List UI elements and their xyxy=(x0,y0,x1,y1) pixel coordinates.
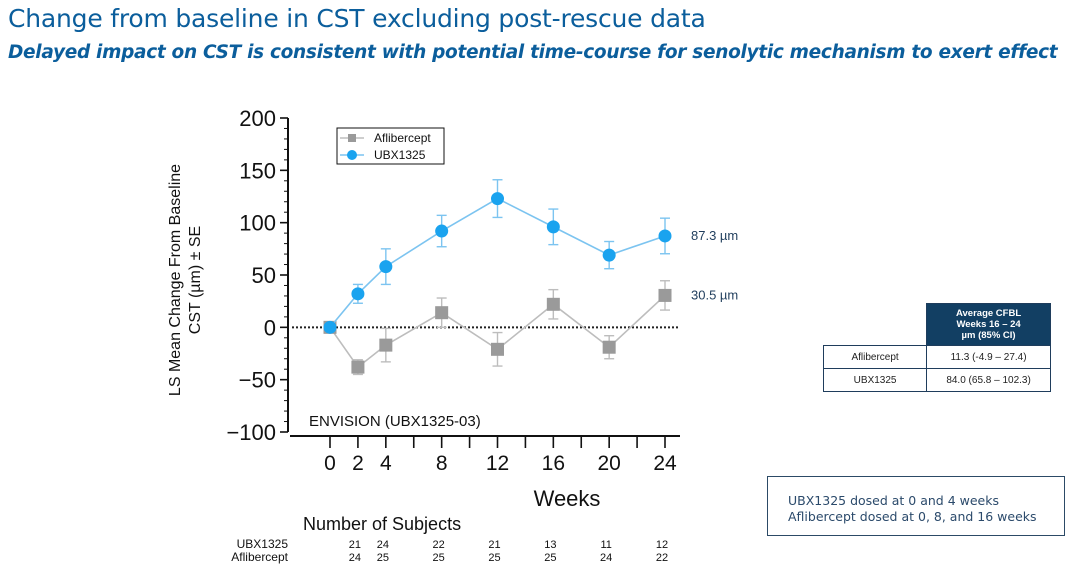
subjects-count: 21 xyxy=(488,539,500,551)
x-tick-label: 24 xyxy=(653,452,677,475)
subjects-count: 21 xyxy=(349,539,361,551)
data-point xyxy=(435,306,449,320)
end-label-ubx1325: 87.3 µm xyxy=(691,228,738,243)
subjects-count: 25 xyxy=(544,552,556,564)
table-row: Aflibercept 11.3 (-4.9 – 27.4) xyxy=(822,345,1051,369)
subjects-count: 24 xyxy=(600,552,612,564)
end-label-aflibercept: 30.5 µm xyxy=(691,287,738,302)
subjects-count: 22 xyxy=(656,552,668,564)
x-tick-label: 16 xyxy=(542,452,565,475)
cfbl-table: Average CFBL Weeks 16 – 24 µm (85% CI) A… xyxy=(822,303,1051,392)
cfbl-row-value: 11.3 (-4.9 – 27.4) xyxy=(926,345,1051,369)
y-axis-label: LS Mean Change From Baseline xyxy=(167,164,184,396)
cfbl-row-name: Aflibercept xyxy=(822,345,928,369)
data-point xyxy=(546,297,560,311)
x-tick-label: 12 xyxy=(486,452,509,475)
data-point xyxy=(602,340,616,354)
subjects-count: 22 xyxy=(433,539,445,551)
y-tick-label: 0 xyxy=(264,315,276,340)
page-subtitle: Delayed impact on CST is consistent with… xyxy=(8,42,1058,63)
subjects-count: 11 xyxy=(600,539,611,551)
subjects-count: 25 xyxy=(433,552,445,564)
subjects-count: 24 xyxy=(349,552,361,564)
data-point xyxy=(323,320,337,334)
table-row: UBX1325 84.0 (65.8 – 102.3) xyxy=(822,368,1051,392)
data-point xyxy=(546,220,560,234)
subjects-count: 12 xyxy=(656,539,668,551)
legend-marker-ubx1325 xyxy=(347,150,357,160)
data-point xyxy=(491,192,504,206)
x-tick-label: 20 xyxy=(597,452,620,475)
data-point xyxy=(379,338,393,352)
cfbl-row-value: 84.0 (65.8 – 102.3) xyxy=(926,368,1051,392)
data-point xyxy=(435,224,449,238)
y-tick-label: −50 xyxy=(239,368,276,393)
cfbl-header-line-3: µm (85% CI) xyxy=(961,330,1016,341)
cfbl-header-line-1: Average CFBL xyxy=(956,308,1022,319)
data-point xyxy=(351,287,365,301)
subjects-count: 13 xyxy=(544,539,556,551)
x-tick-label: 4 xyxy=(380,452,392,475)
data-point xyxy=(491,342,504,356)
y-tick-label: 150 xyxy=(239,158,276,183)
subjects-row-name: Aflibercept xyxy=(231,550,288,564)
dosing-note-line-1: UBX1325 dosed at 0 and 4 weeks xyxy=(788,493,999,508)
y-tick-label: 50 xyxy=(252,263,276,288)
x-axis-label: Weeks xyxy=(534,486,601,511)
cfbl-header-line-2: Weeks 16 – 24 xyxy=(956,319,1021,330)
y-tick-label: 200 xyxy=(239,106,276,131)
subjects-count: 24 xyxy=(377,539,389,551)
data-point xyxy=(602,248,616,262)
study-label: ENVISION (UBX1325-03) xyxy=(309,413,481,430)
legend-label: Aflibercept xyxy=(374,131,431,145)
x-tick-label: 2 xyxy=(352,452,364,475)
page-title: Change from baseline in CST excluding po… xyxy=(8,4,706,33)
x-tick-label: 0 xyxy=(324,452,336,475)
data-point xyxy=(351,360,365,374)
y-tick-label: −100 xyxy=(226,420,276,445)
data-point xyxy=(658,288,672,302)
subjects-count: 25 xyxy=(377,552,389,564)
data-point xyxy=(379,260,393,274)
subjects-title: Number of Subjects xyxy=(303,514,461,534)
x-tick-label: 8 xyxy=(436,452,448,475)
y-axis-label: CST (µm) ± SE xyxy=(187,226,204,334)
dosing-note-line-2: Aflibercept dosed at 0, 8, and 16 weeks xyxy=(788,509,1037,524)
subjects-count: 25 xyxy=(488,552,500,564)
cfbl-table-header: Average CFBL Weeks 16 – 24 µm (85% CI) xyxy=(926,303,1051,346)
y-tick-label: 100 xyxy=(239,211,276,236)
legend-marker-aflibercept xyxy=(348,134,356,142)
legend-label: UBX1325 xyxy=(374,148,426,162)
data-point xyxy=(658,229,672,243)
cfbl-row-name: UBX1325 xyxy=(822,368,928,392)
dosing-note: UBX1325 dosed at 0 and 4 weeks Afliberce… xyxy=(767,476,1065,536)
subjects-row-name: UBX1325 xyxy=(237,537,289,551)
